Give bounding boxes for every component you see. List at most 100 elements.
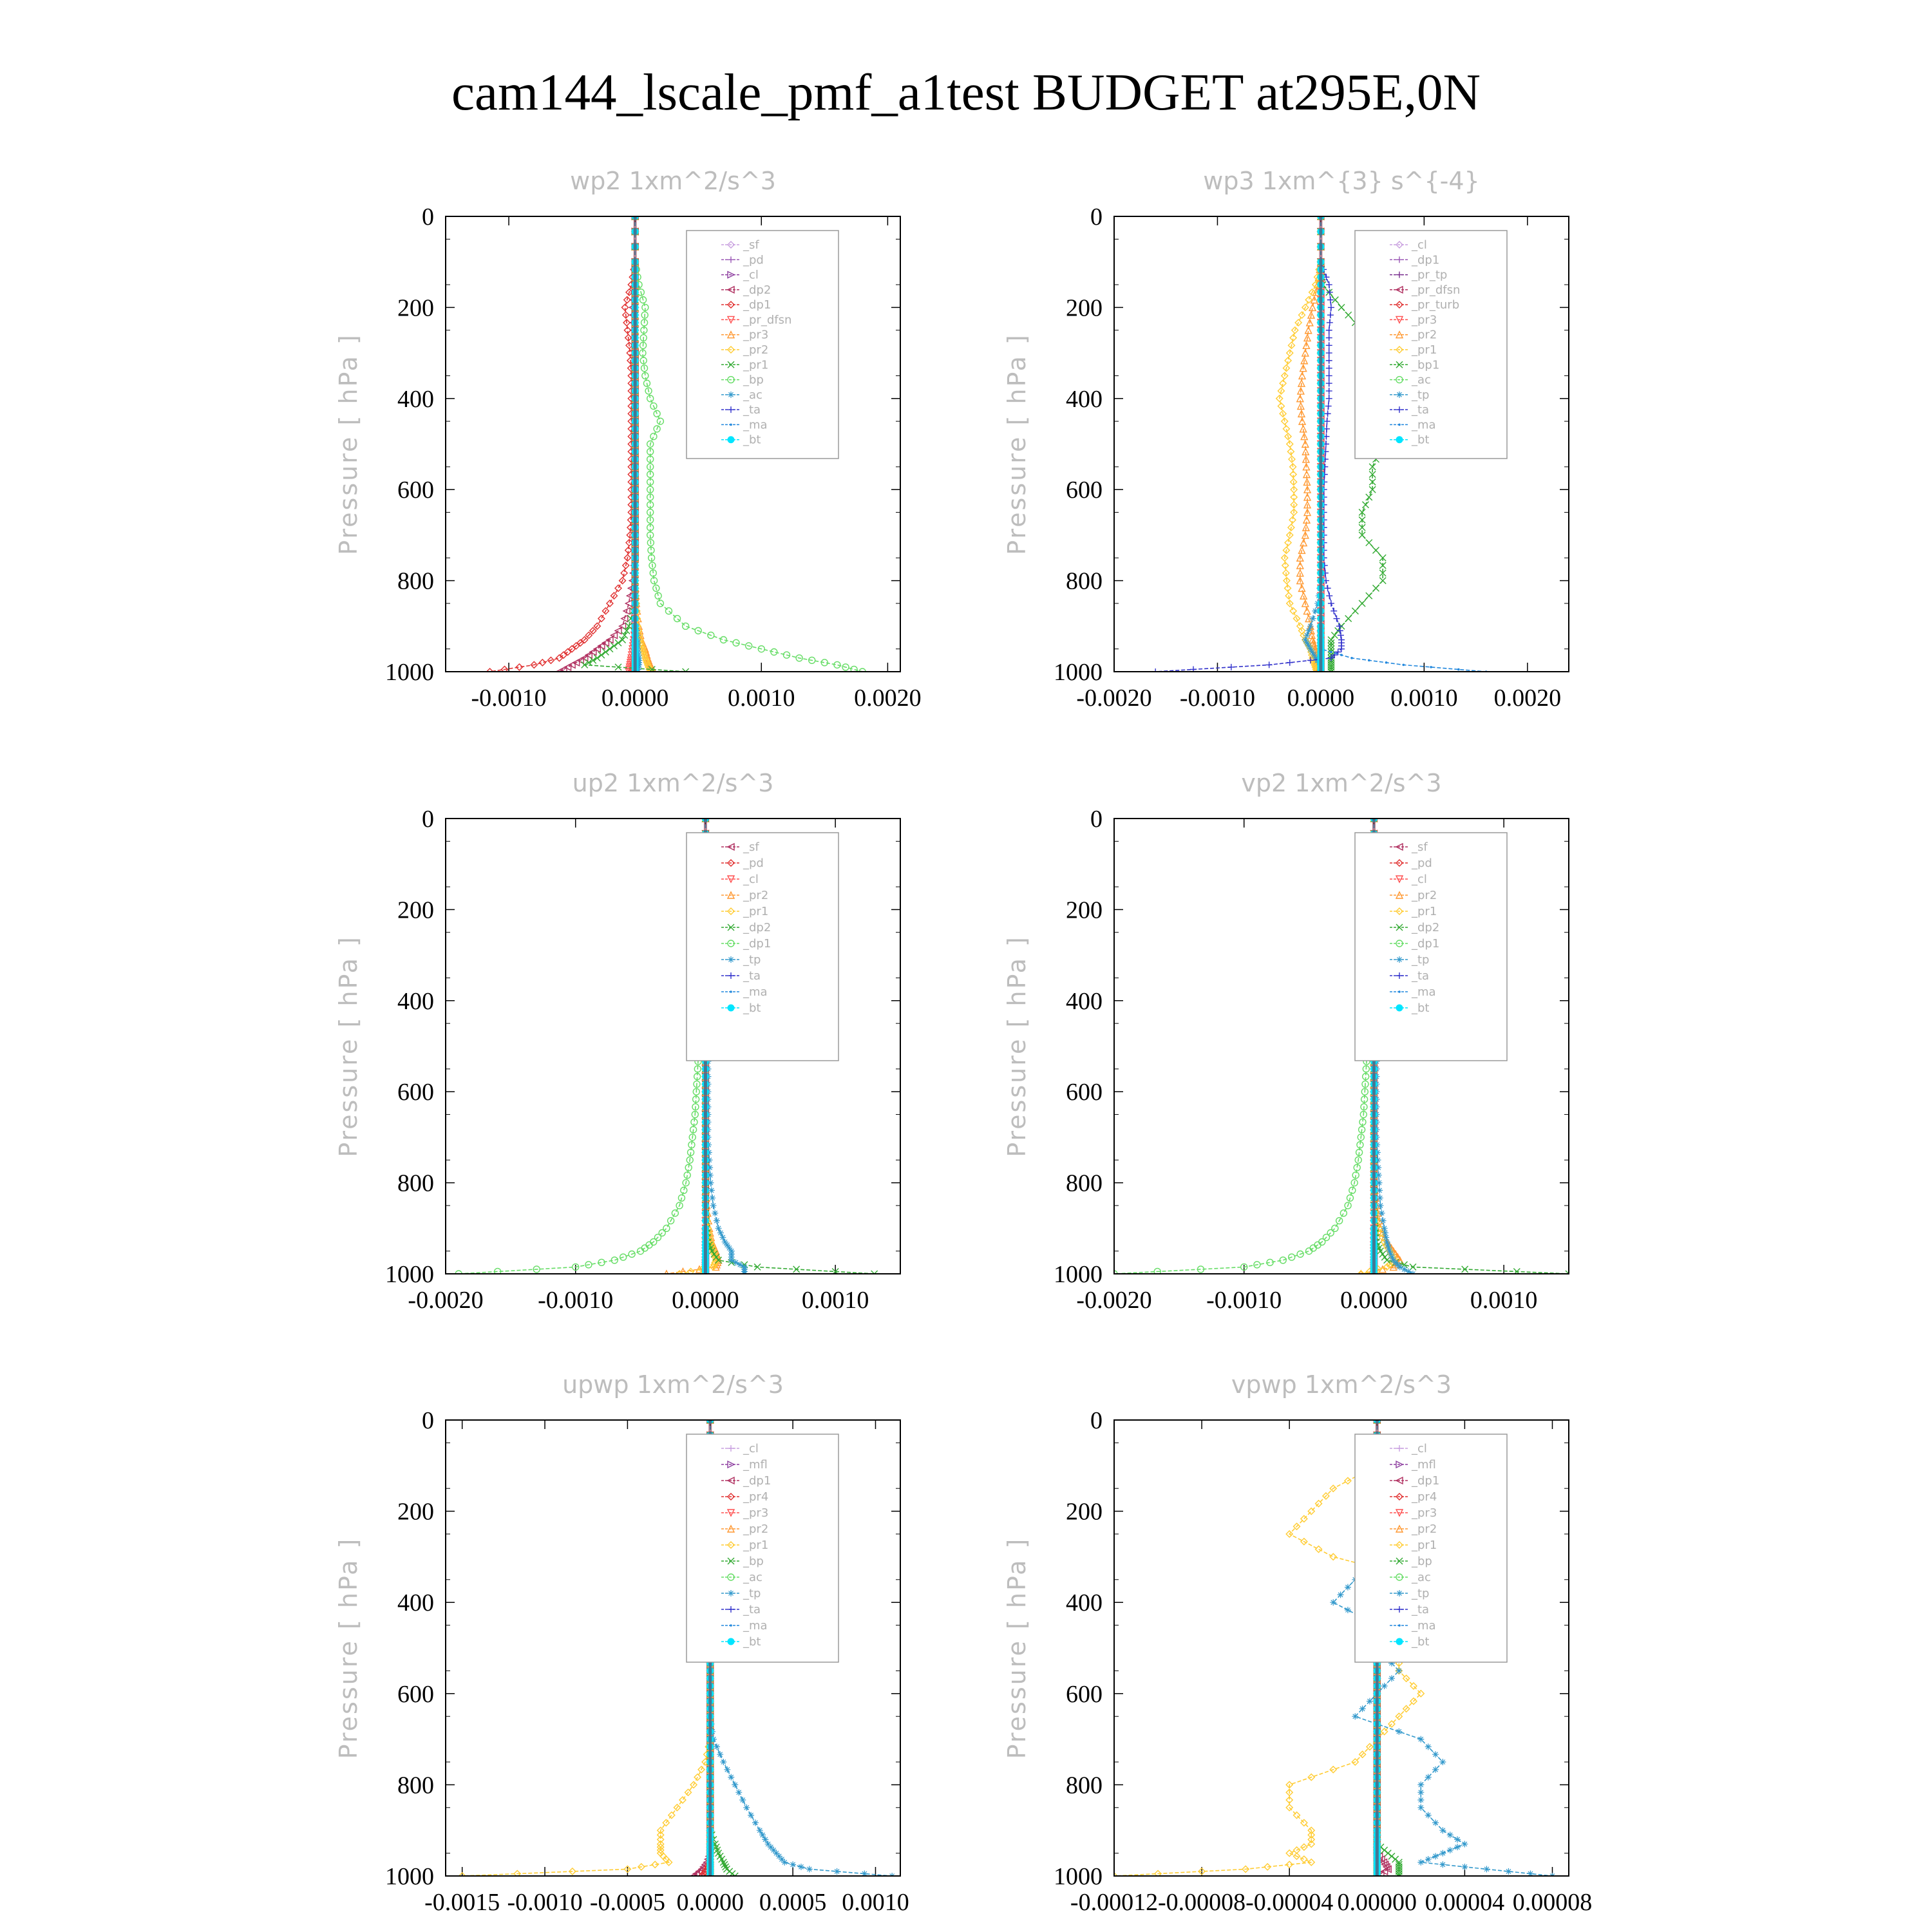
data-point bbox=[656, 1831, 665, 1839]
legend-item: _dp1 bbox=[1390, 937, 1439, 951]
y-axis-label: Pressure [ hPa ] bbox=[334, 333, 363, 555]
data-point bbox=[1240, 1263, 1248, 1271]
data-point bbox=[861, 1870, 868, 1876]
legend-item: _tp bbox=[721, 953, 761, 967]
legend-marker bbox=[1396, 256, 1403, 263]
data-point bbox=[653, 425, 661, 433]
data-point bbox=[593, 622, 601, 630]
data-point bbox=[1300, 356, 1309, 365]
data-point bbox=[709, 1195, 716, 1202]
x-tick-label: 0.0000 bbox=[672, 1287, 739, 1314]
data-point bbox=[638, 645, 647, 653]
data-point bbox=[797, 1863, 804, 1870]
data-point bbox=[530, 661, 538, 669]
data-point bbox=[1289, 516, 1297, 524]
data-point bbox=[1303, 607, 1311, 615]
legend-marker bbox=[727, 361, 735, 368]
data-point bbox=[1396, 1264, 1403, 1271]
legend-marker bbox=[726, 285, 735, 294]
x-tick-label: -0.0010 bbox=[538, 1287, 613, 1314]
legend-item: _cl bbox=[1390, 873, 1427, 886]
data-point bbox=[712, 1262, 720, 1271]
data-point bbox=[1300, 432, 1309, 440]
data-point bbox=[1323, 418, 1331, 425]
data-point bbox=[692, 1088, 701, 1095]
data-point bbox=[547, 656, 555, 665]
x-tick-label: -0.00004 bbox=[1245, 1889, 1333, 1916]
data-point bbox=[647, 455, 654, 463]
legend-label: _tp bbox=[1411, 953, 1429, 967]
data-point bbox=[1457, 668, 1460, 671]
data-point bbox=[1296, 386, 1305, 395]
legend-marker bbox=[727, 1638, 735, 1645]
data-point bbox=[779, 1856, 786, 1863]
legend-marker bbox=[1396, 923, 1403, 931]
data-point bbox=[601, 607, 610, 615]
data-point bbox=[1327, 296, 1334, 303]
data-point bbox=[576, 656, 584, 665]
data-point bbox=[1326, 319, 1333, 326]
legend-item: _pr1 bbox=[721, 1539, 768, 1552]
data-point bbox=[1277, 387, 1285, 395]
data-point bbox=[709, 1263, 717, 1271]
legend-marker bbox=[730, 1624, 732, 1627]
data-point bbox=[647, 554, 656, 562]
legend-marker bbox=[1396, 436, 1403, 444]
data-point bbox=[721, 1238, 728, 1245]
data-point bbox=[611, 1256, 618, 1264]
data-point bbox=[650, 402, 658, 410]
data-point bbox=[1307, 657, 1314, 664]
legend-marker bbox=[726, 842, 735, 851]
data-point bbox=[1280, 417, 1289, 426]
legend-marker bbox=[727, 346, 735, 354]
y-tick-label: 800 bbox=[397, 1772, 434, 1799]
legend-marker bbox=[727, 301, 735, 309]
data-point bbox=[649, 569, 657, 577]
data-point bbox=[1375, 1164, 1382, 1171]
data-point bbox=[744, 642, 753, 650]
data-point bbox=[1355, 1148, 1363, 1157]
y-tick-label: 1000 bbox=[385, 1863, 434, 1890]
data-point bbox=[1372, 584, 1379, 592]
data-point bbox=[1298, 371, 1307, 380]
data-point bbox=[1362, 1065, 1370, 1073]
data-point bbox=[1302, 636, 1309, 643]
legend-label: _dp1 bbox=[743, 298, 771, 312]
y-tick-label: 400 bbox=[397, 1589, 434, 1616]
data-point bbox=[1325, 380, 1332, 387]
legend: _sf_pd_cl_pr2_pr1_dp2_dp1_tp_ta_ma_bt bbox=[1354, 832, 1508, 1061]
data-point bbox=[1368, 471, 1376, 478]
legend-item: _dp1 bbox=[1390, 253, 1439, 267]
data-point bbox=[667, 1217, 675, 1225]
data-point bbox=[1302, 470, 1311, 478]
data-point bbox=[1331, 607, 1338, 614]
data-point bbox=[665, 607, 673, 615]
data-point bbox=[722, 1863, 730, 1871]
legend-item: _pr_dfsn bbox=[1390, 283, 1460, 297]
data-point bbox=[636, 661, 643, 668]
data-point bbox=[598, 651, 605, 659]
data-point bbox=[1330, 650, 1332, 654]
legend-marker bbox=[726, 1524, 735, 1533]
legend-label: _ma bbox=[743, 985, 768, 999]
data-point bbox=[781, 1859, 788, 1866]
data-point bbox=[689, 1126, 697, 1133]
data-point bbox=[793, 1265, 800, 1273]
legend-marker bbox=[1395, 316, 1404, 324]
legend-item: _dp2 bbox=[721, 283, 771, 297]
data-point bbox=[1338, 645, 1345, 652]
data-point bbox=[717, 1751, 724, 1758]
data-point bbox=[694, 1065, 702, 1073]
data-point bbox=[1326, 289, 1333, 296]
data-point bbox=[683, 1171, 691, 1179]
data-point bbox=[1374, 1157, 1381, 1164]
data-point bbox=[649, 562, 656, 569]
y-tick-label: 600 bbox=[1066, 477, 1103, 504]
data-point bbox=[585, 1261, 592, 1269]
data-point bbox=[580, 654, 589, 662]
data-point bbox=[1275, 394, 1283, 402]
legend-item: _cl bbox=[721, 269, 759, 282]
data-point bbox=[1336, 623, 1343, 630]
